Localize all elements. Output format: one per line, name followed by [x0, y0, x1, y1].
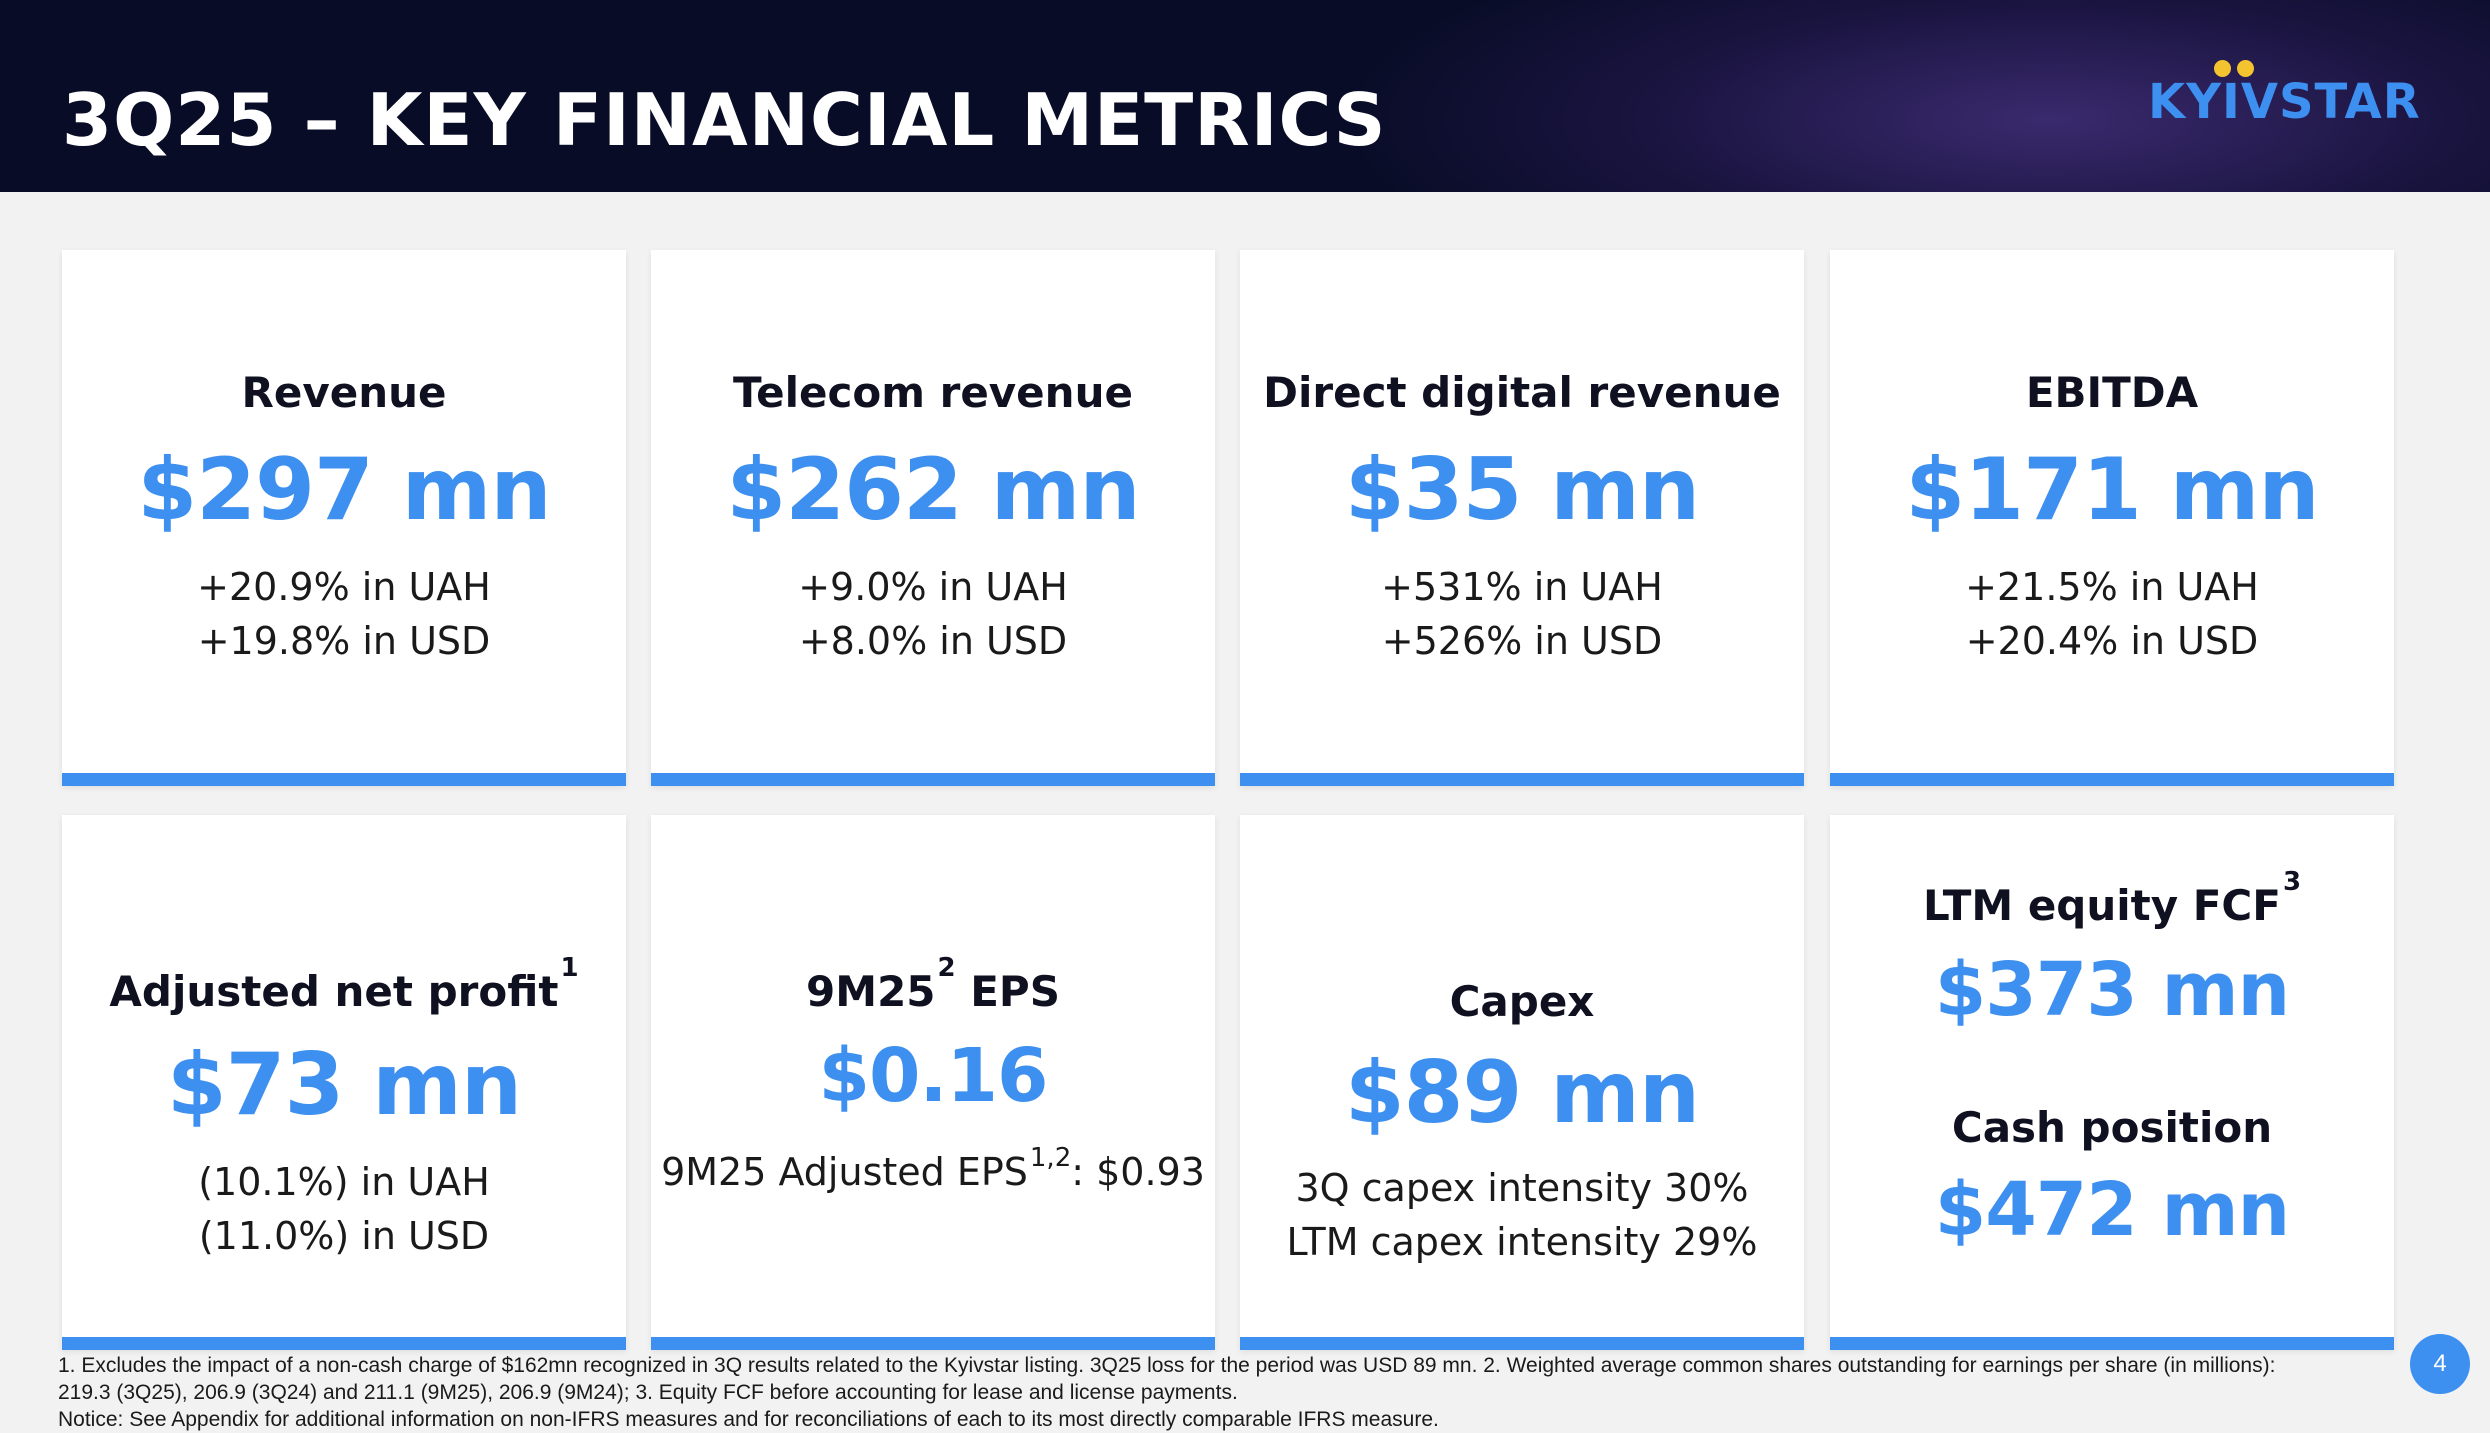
card-line2: +8.0% in USD — [798, 619, 1068, 663]
ebitda-card: EBITDA $171 mn +21.5% in UAH +20.4% in U… — [1830, 250, 2394, 786]
footnote-line: 1. Excludes the impact of a non-cash cha… — [58, 1354, 2276, 1377]
card-line1: 9M25 Adjusted EPS1,2: $0.93 — [661, 1143, 1205, 1194]
card-accent-bar — [1830, 1337, 2394, 1350]
telecom-revenue-card: Telecom revenue $262 mn +9.0% in UAH +8.… — [651, 250, 1215, 786]
card-label: Revenue — [241, 368, 447, 417]
card-line1: +9.0% in UAH — [798, 565, 1068, 609]
footnotes: 1. Excludes the impact of a non-cash cha… — [58, 1352, 2388, 1433]
card-label-2: Cash position — [1951, 1103, 2273, 1152]
card-value: $73 mn — [166, 1035, 522, 1135]
footnote-line: Notice: See Appendix for additional info… — [58, 1408, 1439, 1431]
card-line2: +20.4% in USD — [1965, 619, 2259, 663]
card-value: $0.16 — [818, 1033, 1048, 1119]
card-value: $35 mn — [1344, 440, 1700, 540]
footnote-ref: 3 — [2282, 867, 2302, 897]
adjusted-net-profit-card: Adjusted net profit1 $73 mn (10.1%) in U… — [62, 815, 626, 1350]
card-label: EBITDA — [2025, 368, 2199, 417]
card-line1: +21.5% in UAH — [1965, 565, 2259, 609]
footnote-ref: 2 — [937, 953, 956, 983]
card-line1: (10.1%) in UAH — [198, 1160, 490, 1204]
direct-digital-revenue-card: Direct digital revenue $35 mn +531% in U… — [1240, 250, 1804, 786]
capex-card: Capex $89 mn 3Q capex intensity 30% LTM … — [1240, 815, 1804, 1350]
card-label: Telecom revenue — [733, 368, 1133, 417]
eps-card: 9M252 EPS $0.16 9M25 Adjusted EPS1,2: $0… — [651, 815, 1215, 1350]
card-accent-bar — [651, 773, 1215, 786]
revenue-card: Revenue $297 mn +20.9% in UAH +19.8% in … — [62, 250, 626, 786]
card-line2: LTM capex intensity 29% — [1286, 1220, 1758, 1264]
card-line2: +526% in USD — [1381, 619, 1663, 663]
card-accent-bar — [62, 773, 626, 786]
page-title: 3Q25 – KEY FINANCIAL METRICS — [62, 78, 1387, 162]
card-value: $262 mn — [726, 440, 1140, 540]
card-line1: +531% in UAH — [1381, 565, 1663, 609]
card-value: $171 mn — [1905, 440, 2319, 540]
footnote-line: 219.3 (3Q25), 206.9 (3Q24) and 211.1 (9M… — [58, 1381, 1238, 1404]
card-label: Capex — [1449, 977, 1595, 1026]
card-line1: 3Q capex intensity 30% — [1295, 1166, 1749, 1210]
card-label: Direct digital revenue — [1263, 368, 1781, 417]
card-value: $89 mn — [1344, 1043, 1700, 1143]
card-accent-bar — [651, 1337, 1215, 1350]
card-value: $297 mn — [137, 440, 551, 540]
logo-text: KYIVSTAR — [2148, 74, 2421, 130]
kyivstar-logo: KYIVSTAR — [2148, 56, 2420, 130]
card-label: 9M252 EPS — [806, 953, 1060, 1016]
card-value-2: $472 mn — [1934, 1167, 2291, 1253]
footnote-ref: 1,2 — [1029, 1143, 1072, 1173]
card-accent-bar — [1240, 773, 1804, 786]
card-accent-bar — [1830, 773, 2394, 786]
card-accent-bar — [62, 1337, 626, 1350]
card-line2: +19.8% in USD — [197, 619, 491, 663]
card-line2: (11.0%) in USD — [198, 1214, 490, 1258]
footnote-ref: 1 — [560, 953, 579, 983]
card-label: LTM equity FCF3 — [1922, 867, 2302, 930]
card-accent-bar — [1240, 1337, 1804, 1350]
page-number-badge: 4 — [2410, 1334, 2470, 1394]
fcf-cash-card: LTM equity FCF3 $373 mn Cash position $4… — [1830, 815, 2394, 1350]
card-value: $373 mn — [1934, 947, 2291, 1033]
card-label: Adjusted net profit1 — [109, 953, 579, 1016]
card-line1: +20.9% in UAH — [197, 565, 491, 609]
header-banner: 3Q25 – KEY FINANCIAL METRICS KYIVSTAR — [0, 0, 2490, 192]
logo-dots-icon — [2214, 60, 2260, 81]
